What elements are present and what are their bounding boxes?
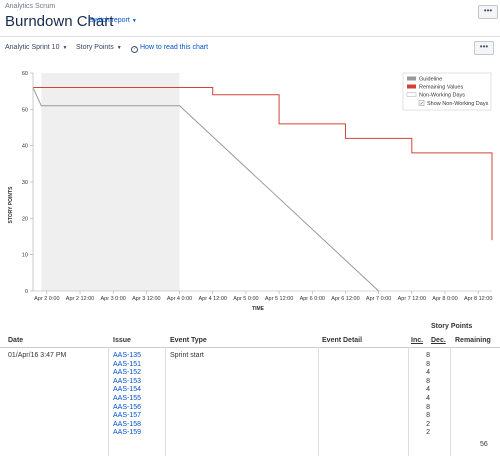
issue-link[interactable]: AAS-154 — [113, 386, 142, 394]
x-tick-label: Apr 7 12:00 — [398, 296, 426, 302]
col-inc: Inc. — [411, 337, 424, 344]
issue-link[interactable]: AAS-158 — [113, 420, 142, 428]
legend-remaining: Remaining Values — [419, 85, 463, 91]
page-title: Burndown Chart — [5, 13, 114, 30]
y-tick-label: 10 — [22, 253, 28, 259]
x-tick-label: Apr 2 0:00 — [34, 296, 59, 302]
legend-swatch-remaining — [407, 84, 416, 89]
col-remaining: Remaining — [455, 337, 491, 344]
x-axis-title: TIME — [252, 306, 265, 312]
column-divider — [408, 347, 409, 456]
column-divider — [165, 347, 166, 456]
x-tick-label: Apr 5 0:00 — [233, 296, 258, 302]
x-tick-label: Apr 7 0:00 — [366, 296, 391, 302]
column-divider — [318, 347, 319, 456]
inc-value: 8 — [426, 377, 430, 385]
x-tick-label: Apr 6 12:00 — [331, 296, 359, 302]
x-tick-label: Apr 3 0:00 — [100, 296, 125, 302]
header-divider — [0, 36, 500, 37]
issue-link[interactable]: AAS-157 — [113, 412, 142, 420]
inc-value: 8 — [426, 403, 430, 411]
inc-value: 4 — [426, 394, 430, 402]
x-tick-label: Apr 4 0:00 — [167, 296, 192, 302]
col-issue: Issue — [113, 337, 131, 344]
event-date: 01/Apr/16 3:47 PM — [8, 352, 67, 359]
inc-value: 8 — [426, 360, 430, 368]
x-tick-label: Apr 3 12:00 — [132, 296, 160, 302]
switch-report-button[interactable]: Switch report ▼ — [89, 17, 137, 24]
help-icon: ? — [131, 46, 138, 53]
checkmark-icon: ✓ — [420, 101, 424, 107]
legend-swatch-nonworking — [406, 92, 417, 97]
help-link[interactable]: ? How to read this chart — [131, 44, 208, 53]
x-tick-label: Apr 6 0:00 — [300, 296, 325, 302]
inc-value: 4 — [426, 386, 430, 394]
y-tick-label: 40 — [22, 144, 28, 150]
estimate-selector-label: Story Points — [76, 44, 114, 51]
column-divider — [108, 347, 109, 456]
chevron-down-icon: ▼ — [62, 45, 68, 51]
help-link-label: How to read this chart — [140, 44, 209, 51]
x-tick-label: Apr 8 0:00 — [432, 296, 457, 302]
estimate-selector[interactable]: Story Points ▼ — [76, 44, 122, 51]
header-more-button[interactable]: ••• — [478, 5, 498, 19]
guideline-line — [32, 87, 379, 292]
project-name: Analytics Scrum — [5, 3, 56, 10]
y-tick-label: 50 — [22, 107, 28, 113]
legend-guideline: Guideline — [419, 77, 442, 83]
y-tick-label: 20 — [22, 216, 28, 222]
issue-link[interactable]: AAS-156 — [113, 403, 142, 411]
show-non-working-days-checkbox[interactable] — [418, 100, 425, 106]
legend-swatch-guideline — [407, 76, 416, 81]
issue-link[interactable]: AAS-153 — [113, 377, 142, 385]
inc-value: 2 — [426, 420, 430, 428]
chevron-down-icon: ▼ — [116, 45, 122, 51]
inc-value: 8 — [426, 352, 430, 359]
col-event-detail: Event Detail — [322, 337, 363, 344]
chevron-down-icon: ▼ — [131, 18, 137, 24]
col-event-type: Event Type — [170, 337, 207, 344]
x-tick-label: Apr 8 12:00 — [464, 296, 492, 302]
x-tick-label: Apr 5 12:00 — [265, 296, 293, 302]
non-working-days-band — [41, 73, 180, 291]
chart-more-button[interactable]: ••• — [474, 41, 494, 55]
col-dec: Dec. — [431, 337, 446, 344]
remaining-values-line — [33, 87, 493, 241]
y-axis-title: STORY POINTS — [8, 186, 14, 224]
chart-legend: Guideline Remaining Values Non-Working D… — [402, 72, 492, 111]
column-divider — [450, 347, 451, 456]
y-tick-label: 0 — [25, 289, 28, 295]
inc-value: 8 — [426, 412, 430, 420]
issue-link[interactable]: AAS-155 — [113, 394, 142, 402]
event-type: Sprint start — [170, 352, 204, 359]
issue-link[interactable]: AAS-152 — [113, 369, 142, 377]
table-header-rule — [0, 347, 500, 348]
sprint-selector[interactable]: Analytic Sprint 10 ▼ — [5, 44, 67, 51]
inc-value: 4 — [426, 369, 430, 377]
sprint-selector-label: Analytic Sprint 10 — [5, 44, 60, 51]
y-tick-label: 30 — [22, 180, 28, 186]
switch-report-label: Switch report — [89, 17, 130, 24]
y-tick-label: 60 — [22, 71, 28, 77]
story-points-header: Story Points — [431, 323, 473, 330]
show-non-working-days-label: Show Non-Working Days — [427, 101, 489, 107]
issue-link[interactable]: AAS-151 — [113, 360, 142, 368]
issue-list: AAS-135 AAS-151 AAS-152 AAS-153 AAS-154 AAS-1… — [113, 352, 141, 438]
legend-nonworking: Non-Working Days — [419, 93, 465, 99]
issue-link[interactable]: AAS-159 — [113, 429, 142, 437]
inc-value: 2 — [426, 429, 430, 437]
burndown-chart: 0 10 20 30 40 50 60 Apr 2 0:00 Apr 2 12:00 Apr 3 … — [8, 71, 493, 312]
x-tick-label: Apr 4 12:00 — [199, 296, 227, 302]
col-date: Date — [8, 337, 24, 344]
x-tick-label: Apr 2 12:00 — [66, 296, 94, 302]
issue-link[interactable]: AAS-135 — [113, 352, 142, 359]
remaining-total: 56 — [480, 441, 488, 448]
legend-box — [402, 72, 492, 111]
